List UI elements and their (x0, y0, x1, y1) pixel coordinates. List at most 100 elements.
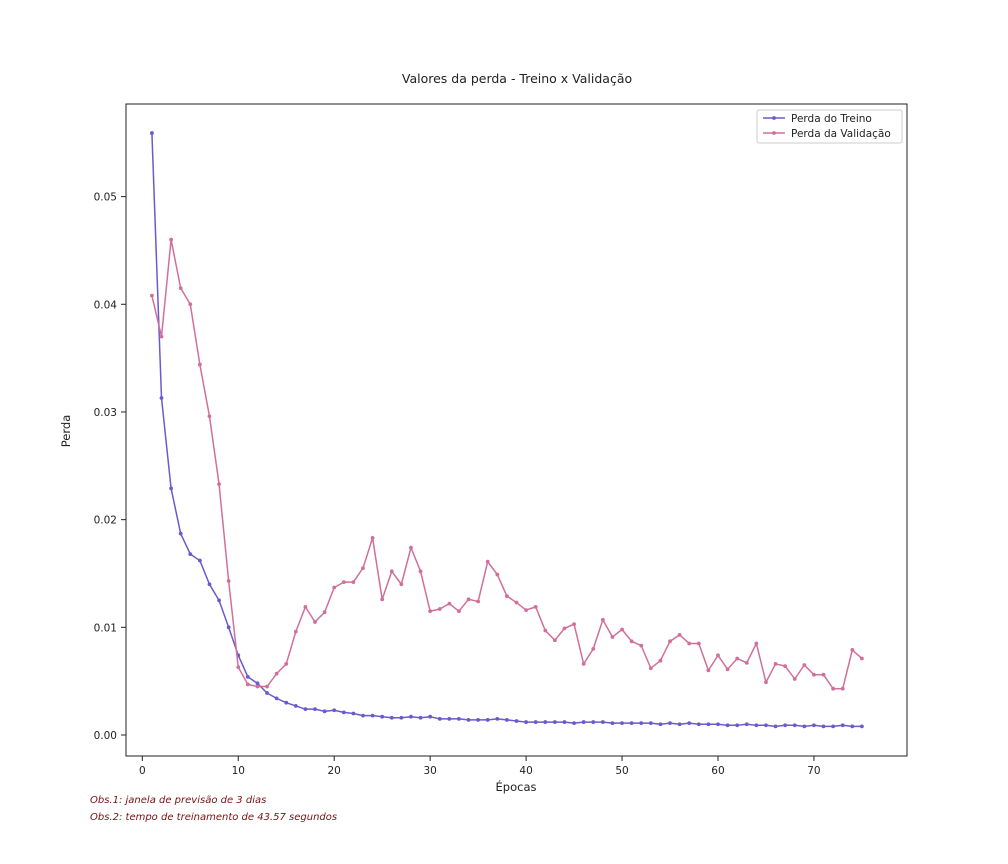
data-point (418, 715, 423, 720)
y-tick-label: 0.05 (94, 192, 117, 204)
y-tick-label: 0.02 (94, 515, 117, 527)
data-point (639, 643, 644, 648)
data-point (265, 691, 269, 695)
series-1 (150, 131, 864, 729)
data-point (610, 635, 615, 639)
data-point (255, 684, 260, 689)
data-point (696, 641, 701, 646)
data-point (332, 585, 337, 590)
data-point (447, 716, 452, 721)
data-point (677, 632, 682, 637)
data-point (744, 722, 749, 727)
data-point (696, 722, 701, 727)
data-point (581, 720, 586, 724)
data-point (668, 721, 672, 726)
data-point (370, 713, 375, 718)
data-point (850, 648, 855, 652)
plot-frame (125, 103, 908, 757)
data-point (524, 720, 528, 724)
data-point (505, 594, 509, 598)
data-point (150, 131, 154, 135)
data-point (217, 482, 221, 487)
data-point (620, 721, 624, 726)
data-point (207, 582, 212, 587)
data-point (792, 723, 797, 728)
data-point (562, 720, 567, 724)
data-point (188, 552, 193, 557)
data-point (351, 711, 356, 716)
y-tick-label: 0.03 (94, 407, 117, 419)
data-point (476, 718, 481, 722)
data-point (648, 721, 653, 726)
data-point (754, 723, 759, 728)
data-point (197, 362, 202, 367)
data-point (361, 566, 365, 570)
legend-label: Perda da Validação (791, 128, 891, 140)
data-point (428, 714, 433, 719)
data-point (159, 396, 164, 400)
data-point (725, 667, 730, 672)
data-point (428, 609, 433, 614)
y-axis-label: Perda (59, 415, 73, 447)
data-point (716, 722, 720, 727)
data-point (524, 608, 528, 612)
data-point (303, 604, 308, 609)
x-tick-label: 20 (328, 765, 341, 777)
data-point (293, 629, 298, 634)
data-point (744, 660, 749, 665)
data-point (409, 714, 413, 719)
data-point (418, 569, 423, 574)
data-point (725, 723, 730, 728)
data-point (169, 237, 173, 242)
data-point (581, 662, 586, 666)
data-point (236, 665, 241, 670)
data-point (639, 721, 644, 726)
data-point (293, 704, 298, 708)
data-point (677, 722, 682, 727)
data-point (716, 653, 720, 658)
data-point (514, 719, 519, 723)
data-point (591, 720, 596, 724)
data-point (476, 599, 481, 604)
data-point (802, 724, 807, 729)
data-point (178, 286, 183, 291)
data-point (552, 638, 557, 643)
legend-marker (772, 116, 776, 120)
data-point (313, 707, 317, 712)
data-point (792, 677, 797, 681)
data-point (850, 724, 855, 729)
series-line (151, 239, 863, 690)
data-point (658, 722, 663, 727)
data-point (245, 682, 250, 687)
data-point (169, 486, 173, 491)
data-point (658, 658, 663, 663)
data-point (629, 639, 634, 644)
data-point (495, 572, 500, 577)
data-point (178, 531, 183, 536)
data-point (265, 684, 269, 689)
data-point (466, 597, 471, 602)
y-tick-label: 0.01 (94, 622, 117, 634)
data-point (533, 604, 538, 609)
data-point (831, 724, 836, 729)
data-point (495, 716, 500, 721)
data-point (831, 686, 836, 691)
data-point (226, 625, 231, 630)
data-point (332, 708, 337, 713)
legend-box (756, 109, 903, 144)
data-point (188, 302, 193, 307)
data-point (620, 627, 624, 632)
x-tick-label: 40 (519, 765, 532, 777)
data-point (284, 700, 289, 705)
data-point (313, 620, 317, 624)
data-point (821, 672, 826, 677)
y-tick-label: 0.00 (94, 730, 117, 742)
data-point (600, 720, 605, 724)
data-point (159, 334, 164, 339)
y-tick-label: 0.04 (94, 299, 118, 311)
data-point (783, 723, 788, 728)
data-point (572, 622, 576, 626)
data-point (735, 723, 740, 728)
data-point (274, 696, 279, 701)
data-point (485, 559, 490, 564)
